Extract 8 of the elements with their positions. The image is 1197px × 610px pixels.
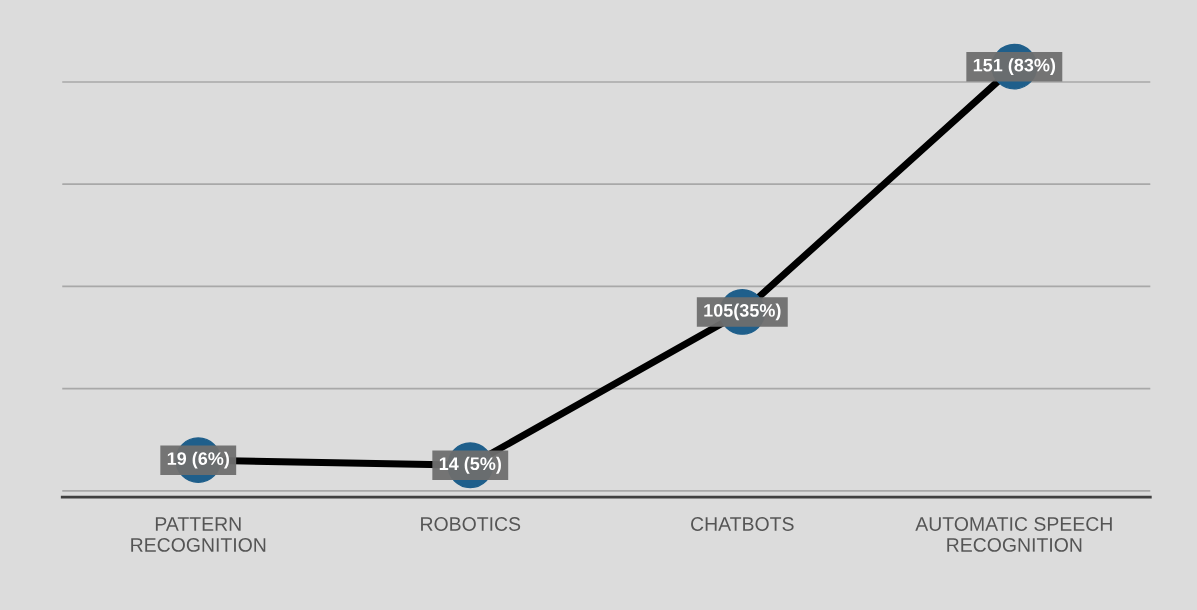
- x-tick-label: CHATBOTS: [691, 517, 794, 531]
- data-label: 19 (6%): [167, 451, 229, 469]
- data-label: 14 (5%): [439, 456, 501, 474]
- data-label: 151 (83%): [973, 58, 1056, 76]
- x-tick-label: ROBOTICS: [421, 517, 521, 531]
- data-label: 105(35%): [704, 303, 781, 321]
- x-tick-label: AUTOMATIC SPEECH RECOGNITION: [915, 517, 1112, 552]
- x-tick-label: PATTERN RECOGNITION: [131, 517, 266, 552]
